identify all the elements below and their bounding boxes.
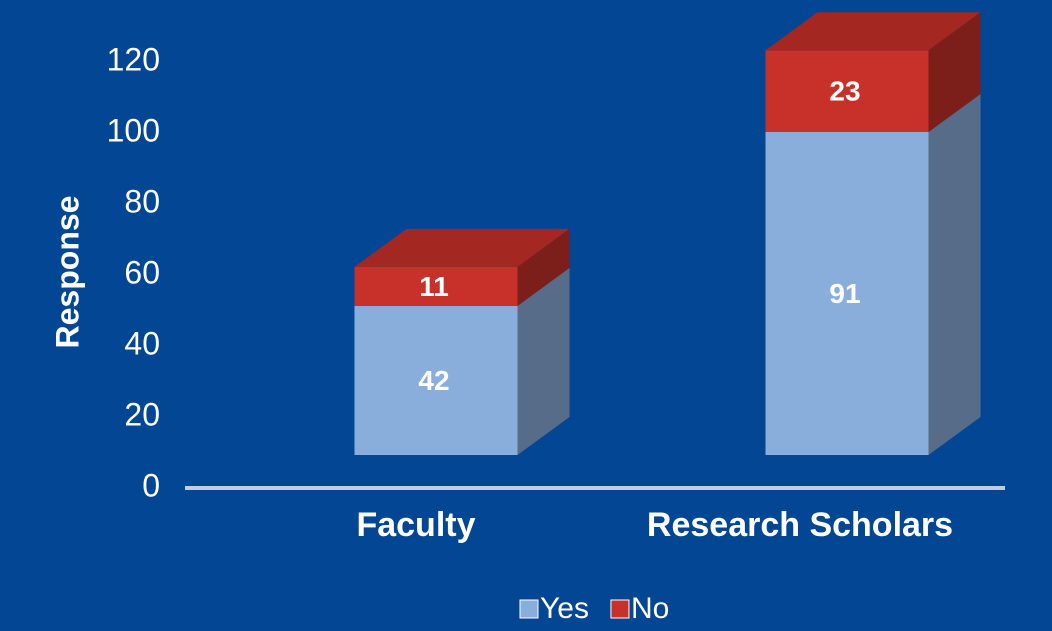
bar-top bbox=[354, 228, 570, 267]
bar-side bbox=[928, 12, 981, 132]
y-tick-label: 0 bbox=[142, 467, 160, 503]
legend-swatch bbox=[519, 599, 539, 619]
bar bbox=[765, 131, 929, 455]
y-tick-label: 80 bbox=[124, 183, 160, 219]
data-label: 42 bbox=[418, 365, 449, 396]
bar bbox=[354, 266, 518, 306]
y-axis-label: Response bbox=[49, 196, 85, 349]
bar-side bbox=[517, 267, 570, 455]
y-tick-label: 100 bbox=[107, 112, 160, 148]
y-tick-label: 20 bbox=[124, 396, 160, 432]
x-tick-label: Research Scholars bbox=[647, 506, 953, 544]
legend-label: No bbox=[631, 592, 669, 625]
data-label: 23 bbox=[829, 76, 860, 107]
bar bbox=[354, 305, 518, 455]
legend-label: Yes bbox=[540, 592, 589, 625]
bar-top bbox=[765, 12, 981, 51]
bar-side bbox=[517, 228, 570, 306]
data-label: 11 bbox=[419, 271, 449, 302]
data-label: 91 bbox=[829, 278, 860, 309]
bar-side bbox=[928, 93, 981, 455]
y-tick-label: 40 bbox=[124, 325, 160, 361]
y-tick-label: 60 bbox=[124, 254, 160, 290]
x-tick-label: Faculty bbox=[356, 506, 475, 544]
bar bbox=[765, 50, 929, 132]
legend-swatch bbox=[610, 599, 630, 619]
y-tick-label: 120 bbox=[107, 41, 160, 77]
